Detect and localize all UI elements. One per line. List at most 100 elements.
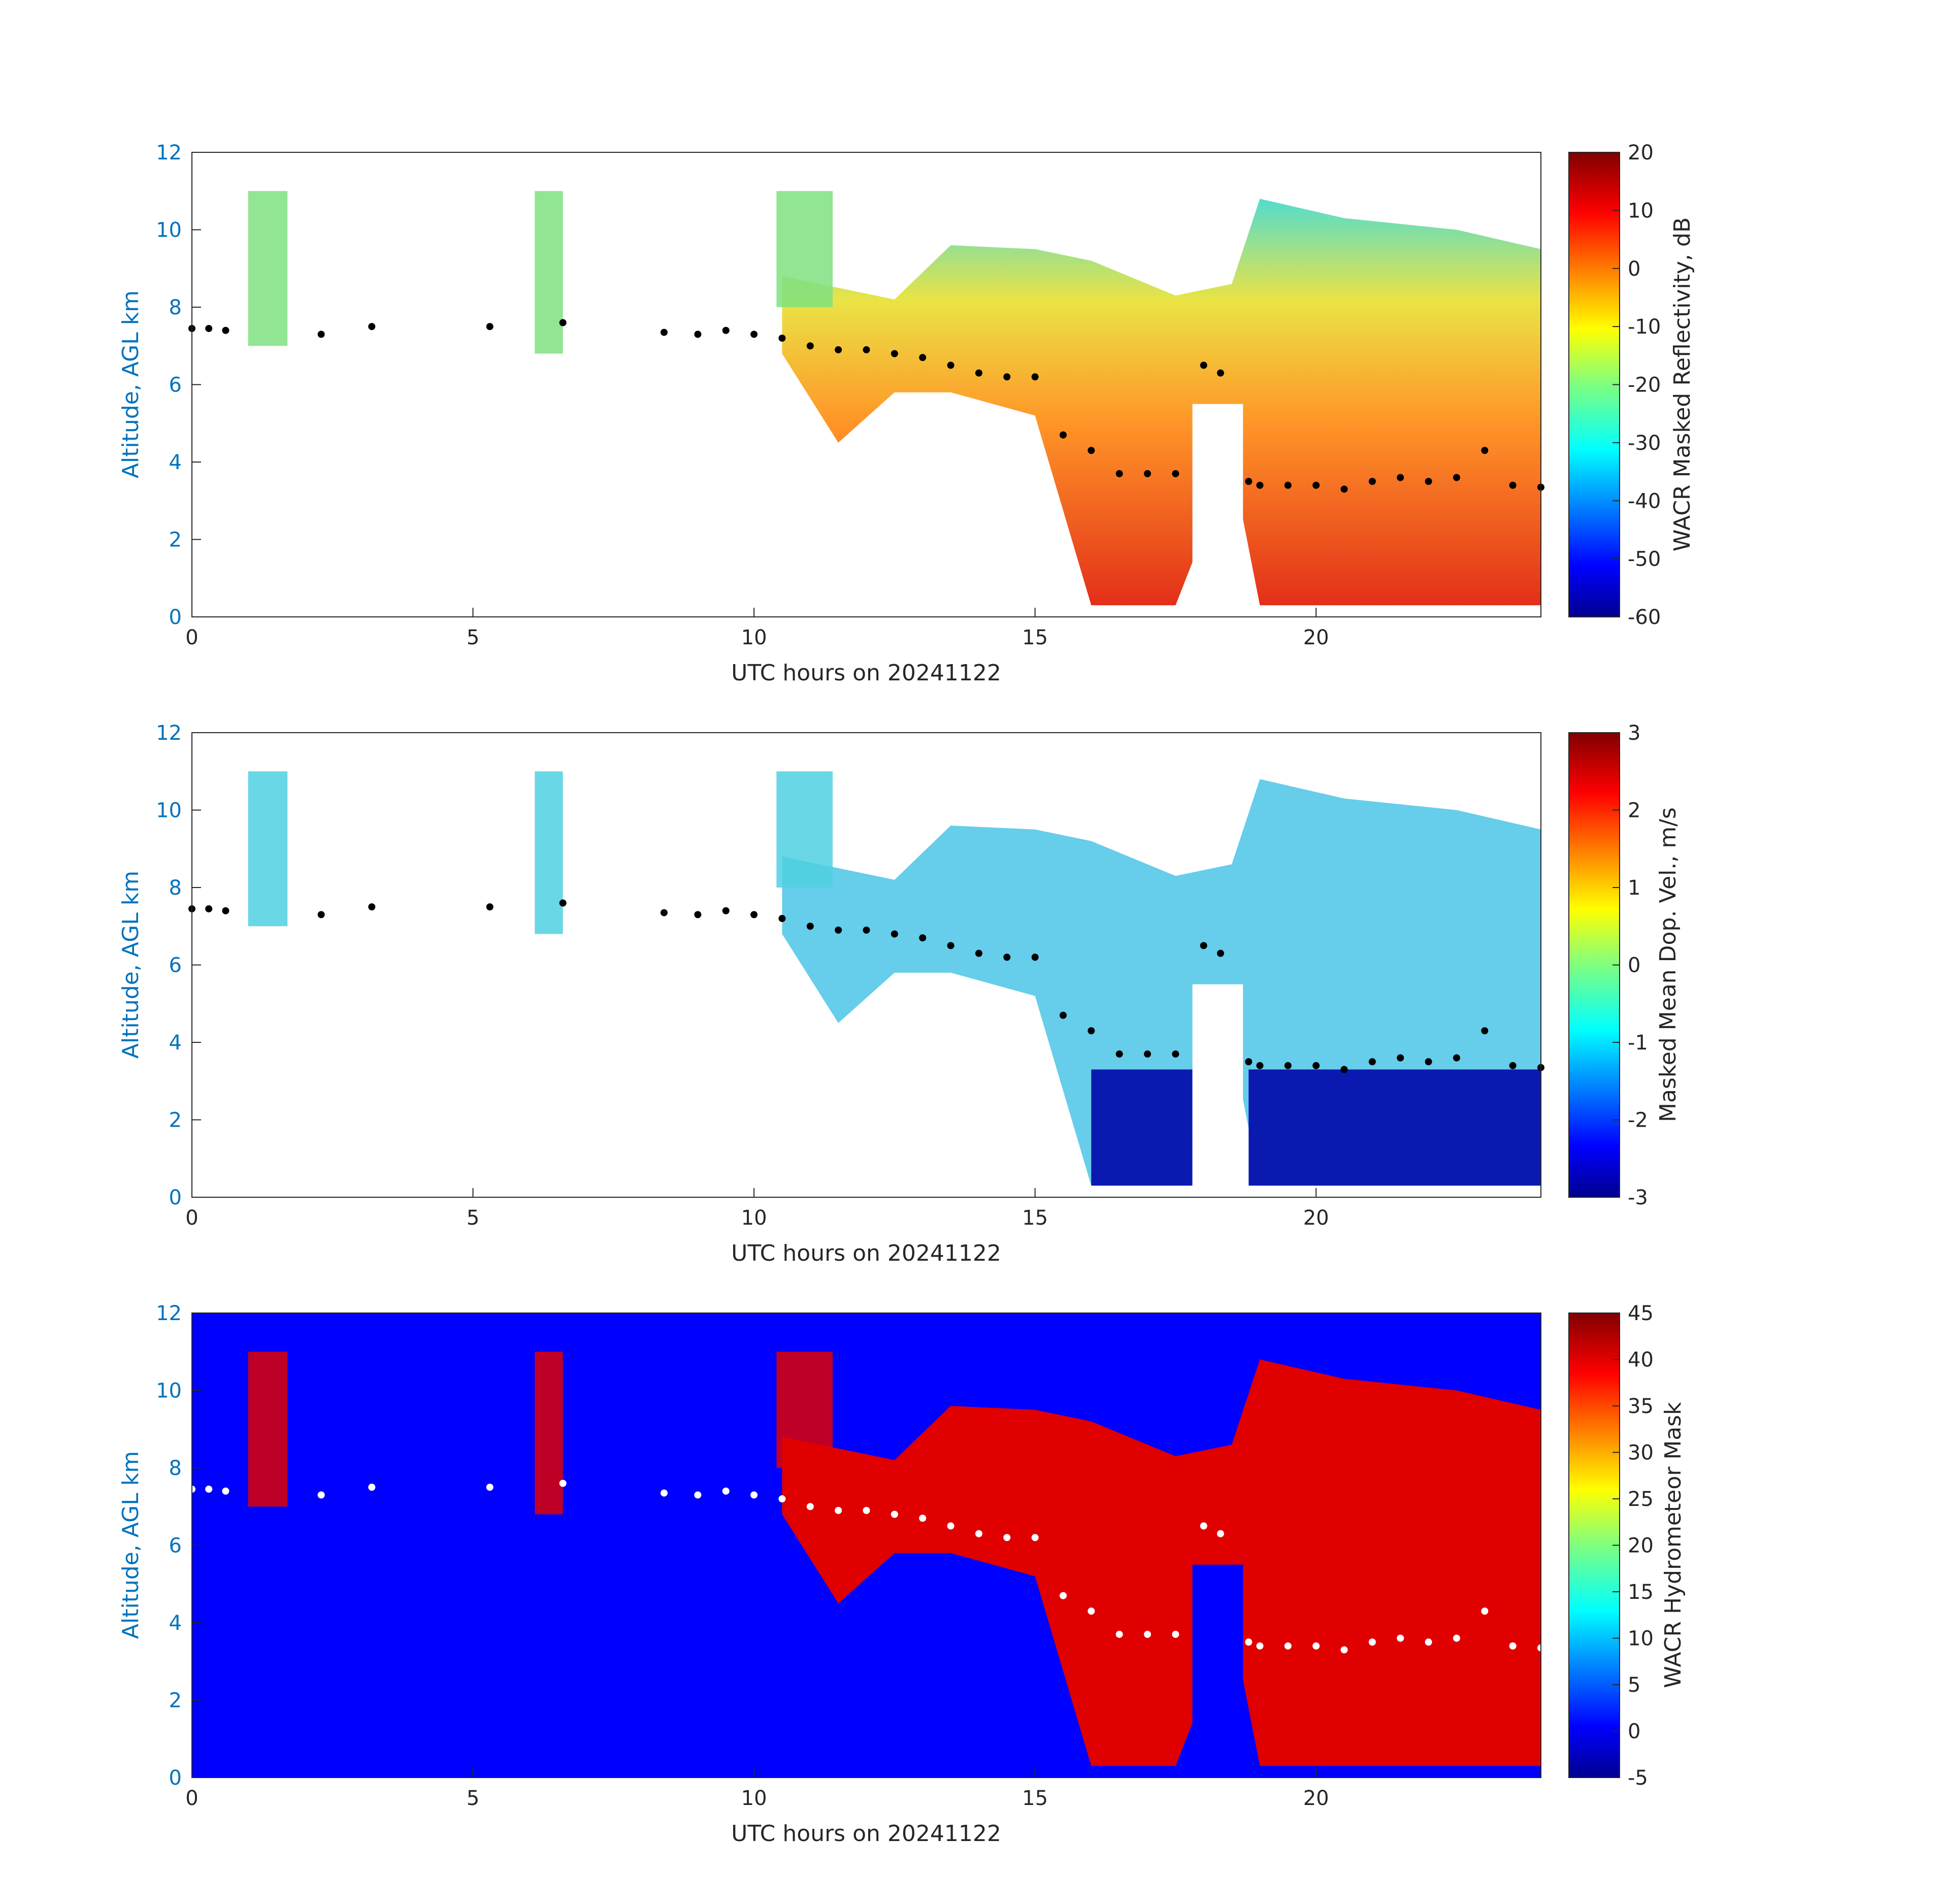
cloud-top-dot [1453,1634,1460,1642]
cloud-top-dot [1200,942,1207,949]
cloud-mass [782,199,1541,606]
cloud-top-dot [1003,954,1011,961]
cirrus-streak [248,771,288,927]
clear-gap [1192,984,1243,1197]
colorbar-tick-label: 2 [1628,799,1640,823]
x-axis-label: UTC hours on 20241122 [731,660,1001,686]
colorbar-label: Masked Mean Dop. Vel., m/s [1655,807,1681,1122]
colorbar-tick-label: 45 [1628,1302,1654,1325]
cloud-top-dot [1284,1642,1292,1650]
cloud-top-dot [1284,481,1292,489]
cloud-top-dot [694,331,702,338]
cloud-top-dot [1059,1011,1067,1019]
cloud-top-dot [1256,1642,1264,1650]
colorbar-tick-label: -2 [1628,1109,1648,1132]
cloud-top-dot [1088,1027,1095,1035]
cloud-top-dot [1425,1638,1432,1646]
cloud-top-dot [1481,447,1489,454]
colorbar-tick-label: -30 [1628,432,1661,455]
colorbar-tick-label: 3 [1628,721,1640,745]
y-tick-label: 6 [169,954,182,977]
cloud-top-dot [947,1522,954,1530]
cloud-top-dot [863,346,870,353]
cloud-top-dot [559,1480,567,1487]
y-tick-label: 12 [156,721,182,745]
cloud-top-dot [486,903,493,911]
y-axis-label: Altitude, AGL km [118,1451,144,1639]
x-axis-label: UTC hours on 20241122 [731,1240,1001,1266]
cloud-top-dot [975,949,982,957]
cirrus-streak [248,1352,288,1507]
cloud-top-dot [1481,1607,1489,1615]
colorbar-tick-label: 20 [1628,141,1654,165]
cloud-top-dot [1509,481,1517,489]
cloud-top-dot [1397,1054,1404,1062]
cloud-top-dot [1256,481,1264,489]
rain-region [1091,1069,1193,1186]
x-axis: 0 5 10 15 20 [185,1188,1329,1230]
cirrus-streak [535,1352,563,1515]
colorbar-tick-label: -40 [1628,489,1661,513]
cloud-top-dot [1216,1530,1224,1537]
y-axis-label: Altitude, AGL km [118,871,144,1059]
velocity-field [248,771,1541,1197]
x-tick-label: 5 [467,1206,479,1230]
cloud-top-dot [835,926,842,934]
y-tick-label: 0 [169,1186,182,1209]
cloud-top-dot [975,369,982,377]
cloud-top-dot [1200,1522,1207,1530]
cloud-top-dot [1003,373,1011,381]
cloud-top-dot [1340,1646,1348,1654]
cloud-top-dot [205,905,213,912]
colorbar-tick-label: -60 [1628,606,1661,629]
x-axis-label: UTC hours on 20241122 [731,1821,1001,1847]
cloud-top-dot [919,934,927,942]
x-axis: 0 5 10 15 20 [185,1768,1329,1810]
cloud-top-dot [1256,1062,1264,1069]
cloud-top-dot [1245,1058,1253,1066]
cloud-top-dot [947,942,954,949]
colorbar-gradient [1568,1312,1620,1778]
y-axis: 0 2 4 6 8 10 12 [156,721,201,1209]
cloud-top-dot [1340,1066,1348,1073]
colorbar-tick-label: 10 [1628,1627,1654,1651]
cloud-top-dot [750,331,758,338]
cloud-top-dot [486,1484,493,1491]
cirrus-streak [776,1352,833,1468]
colorbar-mask: -5 0 5 10 15 20 25 30 35 40 45 [1568,1302,1654,1790]
colorbar-tick-label: -5 [1628,1766,1648,1790]
cloud-top-dot [486,323,493,331]
cloud-top-dot [1245,1638,1253,1646]
cloud-top-dot [1172,1630,1179,1638]
rain-region [1248,1069,1541,1186]
cloud-top-dot [1144,1630,1151,1638]
mask-field [192,1313,1541,1778]
cloud-top-dot [835,346,842,353]
cloud-top-dot [1368,478,1376,485]
colorbar-tick-label: 30 [1628,1441,1654,1465]
x-tick-label: 20 [1303,1787,1329,1810]
cloud-top-dot [778,335,786,342]
x-tick-label: 0 [185,1787,198,1810]
cloud-top-dot [1088,1607,1095,1615]
cloud-top-dot [1115,1050,1123,1058]
cloud-top-dot [863,1506,870,1514]
cloud-top-dot [1144,470,1151,477]
colorbar-tick-label: 40 [1628,1349,1654,1372]
x-tick-label: 15 [1022,1206,1048,1230]
cloud-top-dot [222,1487,229,1495]
x-tick-label: 0 [185,1206,198,1230]
y-tick-label: 2 [169,1109,182,1132]
cloud-top-dot [1397,1634,1404,1642]
colorbar-velocity: -3 -2 -1 0 1 2 3 [1568,721,1648,1209]
cloud-top-dot [1003,1534,1011,1541]
cloud-top-dot [317,911,325,918]
x-tick-label: 10 [741,1206,767,1230]
cloud-top-dot [1216,369,1224,377]
cloud-top-dot [1340,485,1348,493]
y-tick-label: 4 [169,451,182,474]
cloud-top-dot [750,911,758,918]
cloud-top-dot [1144,1050,1151,1058]
x-tick-label: 20 [1303,1206,1329,1230]
